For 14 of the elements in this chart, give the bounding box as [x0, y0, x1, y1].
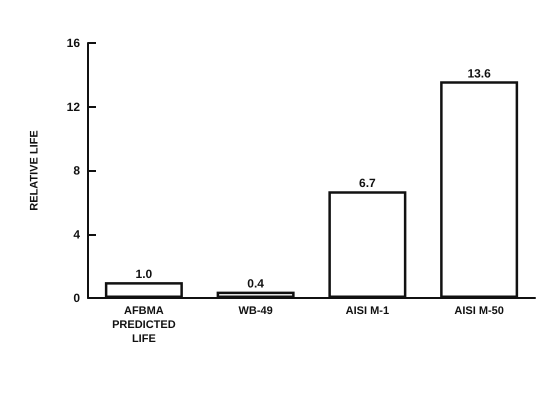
x-tick-label: AFBMA PREDICTED LIFE — [112, 305, 176, 345]
y-axis-title: RELATIVE LIFE — [28, 130, 40, 211]
y-tick-label: 0 — [73, 291, 80, 305]
data-label: 6.7 — [359, 176, 376, 190]
x-tick-label: WB-49 — [238, 305, 273, 317]
y-tick-label: 16 — [66, 36, 80, 50]
x-tick-label: AISI M-50 — [454, 305, 504, 317]
x-tick-label: AISI M-1 — [346, 305, 390, 317]
data-label: 1.0 — [136, 267, 153, 282]
data-label: 13.6 — [467, 66, 492, 80]
y-tick-label: 8 — [73, 164, 80, 178]
y-tick-label: 12 — [66, 100, 80, 114]
data-label: 0.4 — [247, 276, 264, 291]
y-tick-label: 4 — [73, 227, 80, 242]
